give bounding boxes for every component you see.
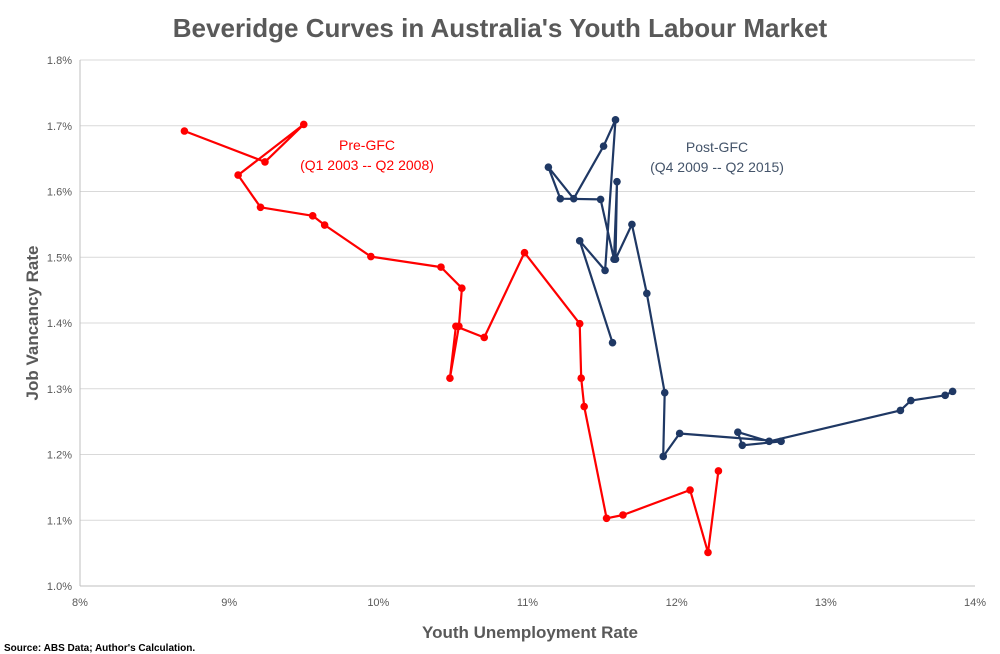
data-point (256, 203, 265, 212)
chart-title: Beveridge Curves in Australia's Youth La… (173, 13, 828, 43)
data-point (734, 428, 742, 436)
data-point (896, 406, 905, 415)
annotations: Pre-GFC (Q1 2003 -- Q2 2008) Post-GFC (Q4 2… (300, 137, 784, 175)
x-tick-label: 13% (815, 597, 837, 609)
y-tick-label: 1.1% (47, 515, 72, 527)
series-line (184, 123, 720, 554)
data-point (596, 195, 605, 204)
data-point (580, 402, 588, 411)
data-point (544, 163, 553, 171)
data-point (941, 391, 949, 400)
data-point (704, 548, 712, 557)
data-point (577, 374, 585, 383)
data-point (575, 237, 584, 245)
data-point (556, 194, 565, 203)
annotation-line: (Q1 2003 -- Q2 2008) (300, 157, 434, 173)
x-tick-label: 11% (517, 597, 538, 609)
axes (79, 60, 975, 587)
data-point (765, 437, 773, 446)
data-point (299, 120, 308, 129)
data-point (446, 374, 454, 383)
series-2 (544, 116, 957, 461)
data-point (686, 486, 694, 494)
data-point (660, 388, 669, 397)
data-point (602, 514, 611, 523)
y-tick-label: 1.6% (47, 187, 72, 199)
x-tick-label: 9% (221, 597, 237, 609)
data-point (452, 322, 460, 331)
data-point (575, 319, 584, 328)
data-point (608, 338, 617, 347)
y-tick-label: 1.0% (47, 581, 72, 593)
data-point (180, 127, 189, 135)
data-point (308, 212, 317, 220)
data-point (738, 441, 747, 450)
tick-labels: 1.0% 1.1% 1.2% 1.3% 1.4% 1.5% 1.6% 1.7% 1.8% 8% 9%… (47, 55, 986, 609)
data-point (261, 158, 269, 166)
data-point (675, 429, 684, 438)
y-tick-label: 1.2% (47, 450, 72, 462)
data-point (611, 255, 620, 264)
data-point (601, 266, 609, 275)
annotation-line: Post-GFC (686, 139, 748, 155)
gridlines (80, 59, 975, 521)
data-point (569, 194, 578, 203)
annotation-line: (Q4 2009 -- Q2 2015) (650, 159, 784, 175)
data-point (714, 467, 723, 475)
data-point (458, 284, 466, 292)
data-point (320, 221, 329, 229)
data-point (480, 333, 489, 342)
data-point (628, 220, 636, 229)
y-tick-label: 1.4% (47, 318, 72, 330)
data-point (599, 142, 608, 150)
x-tick-label: 8% (72, 597, 88, 609)
data-point (948, 387, 957, 396)
data-point (643, 289, 651, 298)
data-point (659, 452, 668, 461)
data-point (907, 396, 915, 405)
x-tick-label: 12% (666, 597, 688, 609)
annotation-pre-gfc: Pre-GFC (Q1 2003 -- Q2 2008) (300, 137, 434, 173)
y-tick-label: 1.8% (47, 55, 72, 67)
y-tick-label: 1.5% (47, 252, 72, 264)
source-note: Source: ABS Data; Author's Calculation. (4, 643, 195, 654)
data-point (234, 171, 242, 179)
data-point (613, 177, 621, 186)
x-tick-label: 10% (367, 597, 389, 609)
x-tick-label: 14% (964, 597, 986, 609)
data-point (619, 511, 627, 519)
y-tick-label: 1.7% (47, 121, 72, 133)
y-axis-title: Job Vancancy Rate (23, 246, 42, 401)
data-point (520, 248, 529, 257)
data-point (611, 116, 620, 124)
x-axis-title: Youth Unemployment Rate (422, 623, 638, 642)
data-point (437, 263, 445, 271)
annotation-line: Pre-GFC (339, 137, 395, 153)
data-point (367, 252, 375, 261)
data-point (777, 437, 785, 446)
y-tick-label: 1.3% (47, 384, 72, 396)
annotation-post-gfc: Post-GFC (Q4 2009 -- Q2 2015) (650, 139, 784, 175)
series-1 (180, 120, 723, 557)
series-layer (180, 116, 957, 557)
